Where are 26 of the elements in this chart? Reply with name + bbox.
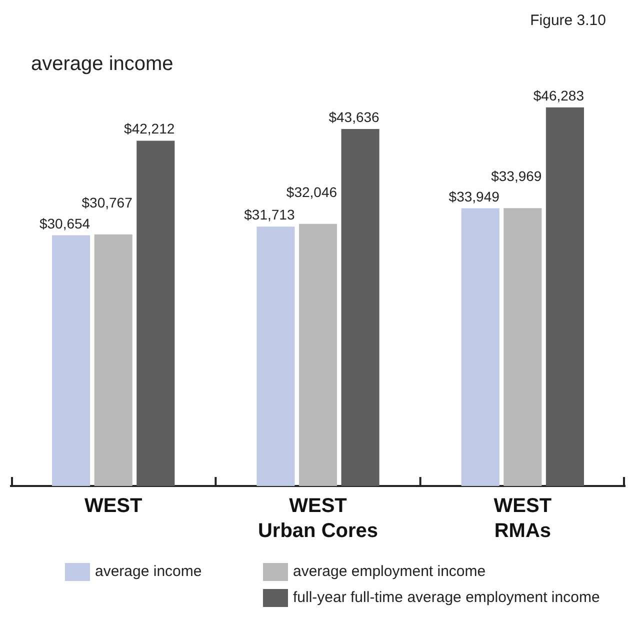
bar: [52, 235, 90, 486]
x-tick-label: WEST RMAs: [494, 495, 552, 542]
legend-label: average employment income: [293, 563, 486, 580]
bar: [461, 208, 500, 486]
x-tick-label: WEST: [84, 495, 142, 518]
data-label: $43,636: [328, 109, 380, 126]
data-label: $33,949: [448, 188, 500, 204]
legend-label: full-year full-time average employment income: [293, 589, 600, 606]
legend-label: average income: [95, 563, 202, 580]
data-label: $30,654: [39, 215, 90, 232]
data-label: $30,767: [82, 194, 133, 210]
bar: [504, 208, 542, 486]
bar: [136, 140, 175, 486]
caption: Figure 3.10: [530, 12, 606, 29]
data-label: $46,283: [533, 87, 584, 104]
bar: [298, 224, 338, 486]
bar: [94, 234, 132, 486]
bar: [341, 129, 380, 486]
bar: [546, 107, 584, 486]
data-label: $33,969: [491, 168, 542, 184]
bar: [256, 226, 295, 486]
x-tick-label: WEST Urban Cores: [258, 495, 378, 542]
chart-title: average income: [31, 53, 174, 75]
data-label: $32,046: [286, 184, 338, 200]
data-label: $42,212: [124, 120, 175, 137]
data-label: $31,713: [244, 206, 295, 223]
